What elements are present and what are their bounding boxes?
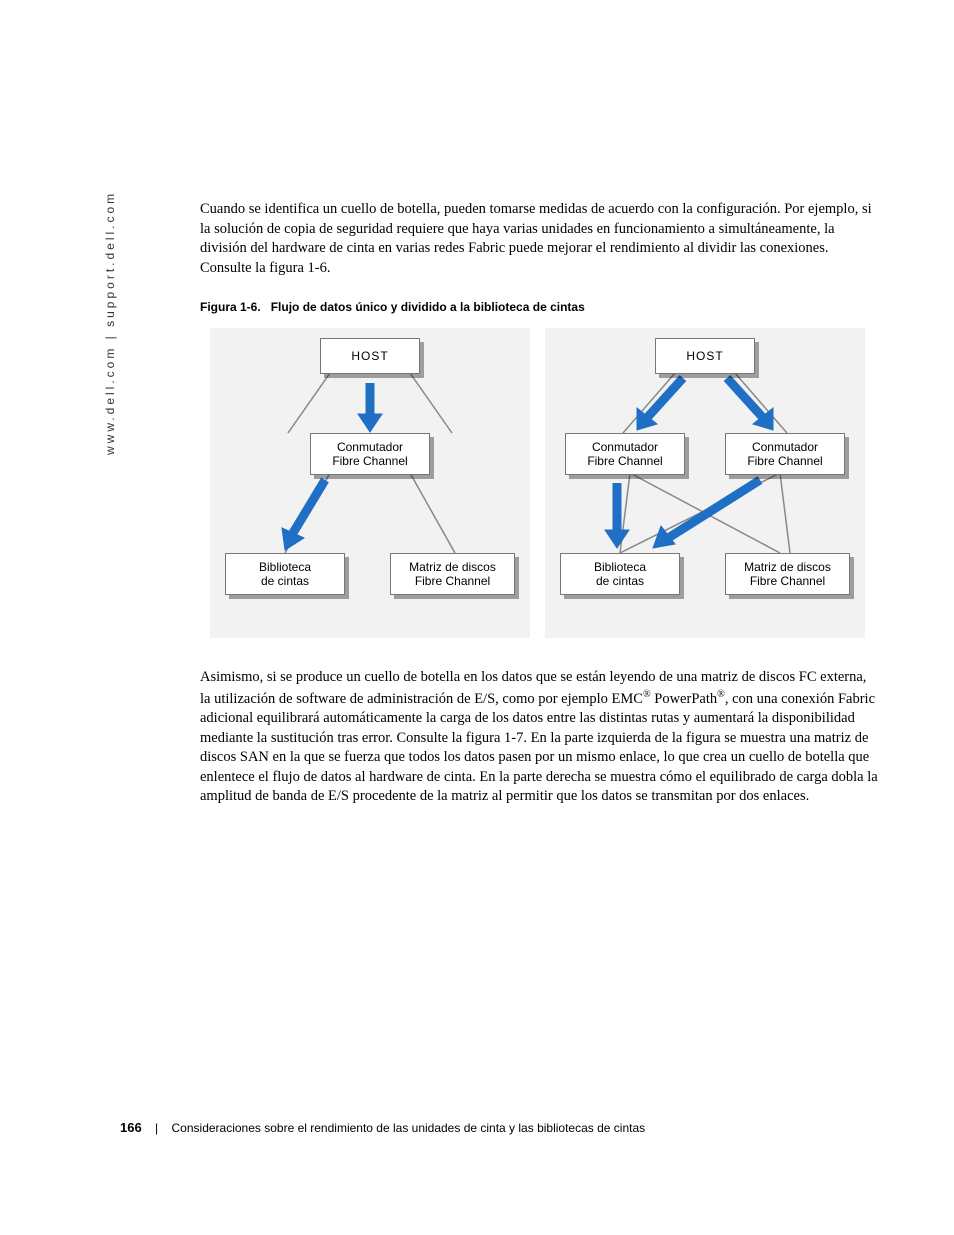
- label-l2: de cintas: [596, 574, 644, 588]
- box-switch-left: Conmutador Fibre Channel: [310, 433, 430, 475]
- label-l2: Fibre Channel: [332, 454, 407, 468]
- sidebar-url: www.dell.com | support.dell.com: [103, 191, 117, 455]
- label: HOST: [351, 349, 388, 363]
- label: HOST: [686, 349, 723, 363]
- box-array-left: Matriz de discos Fibre Channel: [390, 553, 515, 595]
- label-l2: de cintas: [261, 574, 309, 588]
- label-l1: Conmutador: [592, 440, 658, 454]
- label-l2: Fibre Channel: [750, 574, 825, 588]
- label-l1: Matriz de discos: [744, 560, 831, 574]
- reg-2: ®: [717, 689, 725, 700]
- label-l2: Fibre Channel: [415, 574, 490, 588]
- caption-title: Flujo de datos único y dividido a la bib…: [271, 300, 585, 314]
- box-array-right: Matriz de discos Fibre Channel: [725, 553, 850, 595]
- box-library-right: Biblioteca de cintas: [560, 553, 680, 595]
- label-l2: Fibre Channel: [587, 454, 662, 468]
- paragraph-1: Cuando se identifica un cuello de botell…: [200, 200, 880, 278]
- label-l1: Biblioteca: [594, 560, 646, 574]
- box-library-left: Biblioteca de cintas: [225, 553, 345, 595]
- paragraph-2: Asimismo, si se produce un cuello de bot…: [200, 668, 880, 807]
- diagram-panel-right: HOST Conmutador Fibre Channel Conmutador…: [545, 328, 865, 638]
- label-l1: Conmutador: [337, 440, 403, 454]
- footer-separator: |: [155, 1121, 158, 1135]
- main-content: Cuando se identifica un cuello de botell…: [200, 200, 880, 807]
- box-switch-right-2: Conmutador Fibre Channel: [725, 433, 845, 475]
- figure-caption: Figura 1-6. Flujo de datos único y divid…: [200, 300, 880, 314]
- p2-mid1: PowerPath: [651, 691, 717, 707]
- diagram-panel-left: HOST Conmutador Fibre Channel Biblioteca…: [210, 328, 530, 638]
- box-host-right: HOST: [655, 338, 755, 374]
- label-l1: Conmutador: [752, 440, 818, 454]
- reg-1: ®: [643, 689, 651, 700]
- footer-section: Consideraciones sobre el rendimiento de …: [172, 1121, 646, 1135]
- page-number: 166: [120, 1120, 142, 1135]
- p2-post: , con una conexión Fabric adicional equi…: [200, 691, 878, 805]
- box-switch-right-1: Conmutador Fibre Channel: [565, 433, 685, 475]
- caption-prefix: Figura 1-6.: [200, 300, 261, 314]
- label-l1: Biblioteca: [259, 560, 311, 574]
- label-l2: Fibre Channel: [747, 454, 822, 468]
- figure-diagram: HOST Conmutador Fibre Channel Biblioteca…: [200, 328, 880, 648]
- box-host-left: HOST: [320, 338, 420, 374]
- page-footer: 166 | Consideraciones sobre el rendimien…: [120, 1120, 645, 1135]
- label-l1: Matriz de discos: [409, 560, 496, 574]
